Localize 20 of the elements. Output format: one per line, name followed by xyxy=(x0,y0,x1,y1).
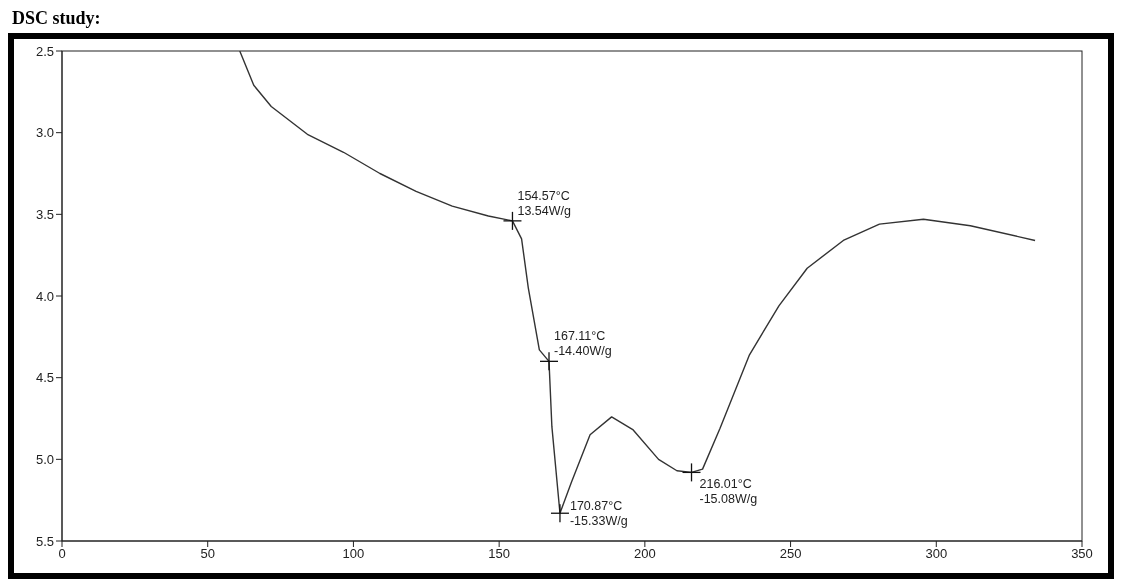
x-tick-label: 100 xyxy=(342,546,365,562)
x-tick-label: 350 xyxy=(1071,546,1093,562)
x-tick-label: 150 xyxy=(488,546,510,562)
y-tick-label: 3.0 xyxy=(35,125,54,141)
y-tick-label: 3.5 xyxy=(35,206,54,222)
annotation: 167.11°C -14.40W/g xyxy=(554,329,612,359)
chart-title: DSC study: xyxy=(12,8,102,29)
annotation: 216.01°C -15.08W/g xyxy=(699,477,758,507)
x-tick-label: 0 xyxy=(58,546,66,562)
y-tick-label: 5.0 xyxy=(35,451,54,467)
y-tick-label: 4.5 xyxy=(35,370,54,386)
x-tick-label: 300 xyxy=(925,546,948,562)
y-tick-label: 4.0 xyxy=(35,288,54,304)
x-tick-label: 50 xyxy=(200,546,215,562)
annotation: 154.57°C 13.54W/g xyxy=(517,188,572,218)
annotation: 170.87°C -15.33W/g xyxy=(569,499,628,529)
x-tick-label: 250 xyxy=(779,546,802,562)
x-tick-label: 200 xyxy=(634,546,656,562)
y-tick-label: 5.5 xyxy=(35,533,54,549)
y-tick-label: 2.5 xyxy=(35,43,54,59)
